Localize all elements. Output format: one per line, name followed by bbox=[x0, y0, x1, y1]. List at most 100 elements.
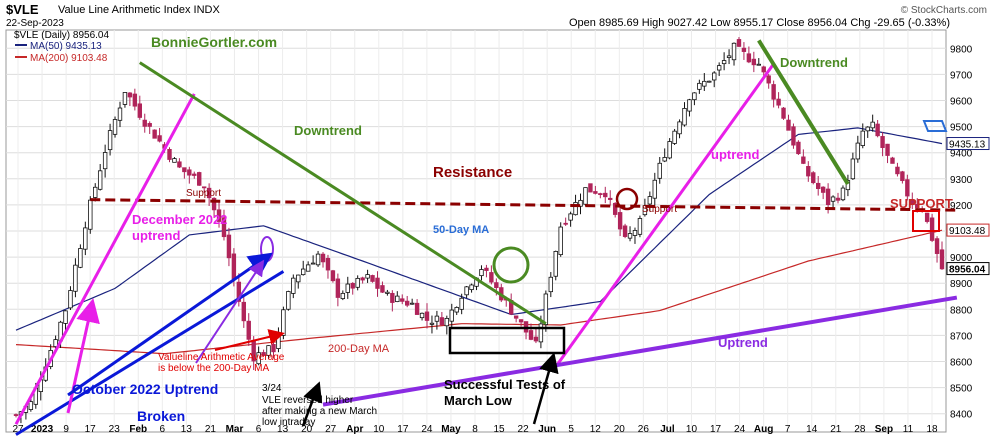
candle-body bbox=[197, 172, 202, 186]
downtrend-line bbox=[138, 61, 547, 325]
candle-body bbox=[677, 121, 682, 135]
dec-uptrend-label-2: uptrend bbox=[132, 228, 180, 243]
candle-body bbox=[751, 58, 757, 66]
candle-body bbox=[702, 80, 707, 87]
candle-body bbox=[647, 196, 653, 205]
legend-price: $VLE (Daily) 8956.04 bbox=[14, 30, 109, 41]
chart-date: 22-Sep-2023 bbox=[6, 18, 64, 29]
candle-body bbox=[578, 199, 583, 207]
candle-body bbox=[816, 182, 821, 190]
dec2022-uptrend-line bbox=[14, 93, 196, 425]
candle-body bbox=[434, 315, 440, 322]
candle-body bbox=[93, 186, 98, 198]
candle-body bbox=[409, 302, 415, 305]
candle-body bbox=[682, 108, 687, 126]
candle-body bbox=[756, 63, 761, 66]
candle-body bbox=[291, 277, 296, 294]
long-uptrend-line bbox=[322, 295, 958, 407]
candle-body bbox=[900, 171, 905, 182]
x-tick-label: 20 bbox=[614, 424, 626, 435]
y-tick-label: 9000 bbox=[950, 253, 973, 264]
candle-body bbox=[533, 336, 539, 342]
x-tick-label: Feb bbox=[129, 424, 147, 435]
successful-tests-label-2: March Low bbox=[444, 393, 513, 408]
y-tick-label: 8400 bbox=[950, 410, 973, 421]
legend-ma50: MA(50) 9435.13 bbox=[30, 41, 102, 52]
x-tick-label: 21 bbox=[205, 424, 217, 435]
candle-body bbox=[192, 173, 197, 176]
candle-body bbox=[662, 157, 667, 162]
x-tick-label: 13 bbox=[277, 424, 289, 435]
candle-body bbox=[201, 186, 207, 189]
candle-body bbox=[53, 339, 58, 348]
candle-body bbox=[603, 192, 608, 198]
candle-body bbox=[142, 119, 147, 127]
x-tick-label: 20 bbox=[301, 424, 313, 435]
candle-body bbox=[137, 103, 142, 118]
x-tick-label: 24 bbox=[421, 424, 433, 435]
candle-body bbox=[548, 276, 554, 293]
x-tick-label: 12 bbox=[590, 424, 602, 435]
y-tick-label: 8800 bbox=[950, 305, 973, 316]
candle-body bbox=[390, 292, 395, 303]
candle-body bbox=[444, 317, 450, 327]
legend-ma200: MA(200) 9103.48 bbox=[30, 53, 108, 64]
candle-body bbox=[870, 121, 875, 129]
candle-body bbox=[776, 98, 781, 106]
candle-body bbox=[642, 205, 648, 216]
candle-body bbox=[375, 277, 380, 289]
candle-body bbox=[766, 75, 771, 84]
x-tick-label: 10 bbox=[373, 424, 385, 435]
ma200-label: 200-Day MA bbox=[328, 343, 390, 355]
x-tick-label: 23 bbox=[109, 424, 121, 435]
ma50-tag-marker bbox=[922, 120, 948, 132]
x-tick-label: 28 bbox=[854, 424, 866, 435]
candle-body bbox=[608, 197, 613, 200]
candle-body bbox=[657, 162, 662, 179]
candle-body bbox=[667, 141, 672, 159]
candle-body bbox=[811, 172, 816, 184]
candle-body bbox=[469, 284, 474, 291]
candle-body bbox=[246, 320, 251, 340]
candle-body bbox=[915, 203, 920, 209]
candle-body bbox=[78, 248, 83, 268]
candle-body bbox=[801, 156, 806, 164]
candle-body bbox=[102, 152, 108, 170]
candle-body bbox=[365, 274, 370, 279]
candle-body bbox=[885, 143, 890, 156]
candle-body bbox=[692, 92, 697, 101]
candle-body bbox=[226, 234, 232, 259]
x-tick-label: 5 bbox=[568, 424, 574, 435]
index-name: Value Line Arithmetic Index INDX bbox=[58, 4, 220, 16]
candle-body bbox=[830, 196, 836, 202]
value-tag-label: 9435.13 bbox=[949, 140, 986, 151]
reversal-label-2: after making a new March bbox=[262, 406, 377, 417]
candle-body bbox=[414, 302, 420, 315]
candle-body bbox=[117, 107, 123, 121]
candle-body bbox=[761, 66, 766, 73]
candle-body bbox=[736, 39, 742, 47]
candle-body bbox=[459, 297, 464, 310]
candle-body bbox=[301, 268, 306, 276]
candle-body bbox=[721, 60, 727, 65]
candle-body bbox=[281, 309, 286, 336]
candle-body bbox=[781, 107, 786, 119]
candle-body bbox=[786, 119, 791, 131]
y-axis: 8400850086008700880089009000910092009300… bbox=[950, 44, 973, 420]
candle-body bbox=[464, 286, 469, 296]
y-tick-label: 9500 bbox=[950, 123, 973, 134]
august-downtrend-line bbox=[757, 39, 850, 186]
ma200-line bbox=[15, 229, 943, 355]
candle-body bbox=[296, 274, 301, 283]
downtrend-aug-label: Downtrend bbox=[780, 55, 848, 70]
candle-body bbox=[939, 249, 945, 270]
y-tick-label: 9300 bbox=[950, 175, 973, 186]
x-tick-label: 22 bbox=[518, 424, 530, 435]
june-support-circle bbox=[615, 187, 639, 211]
below-ma-label-2: is below the 200-Day MA bbox=[158, 363, 269, 374]
candle-body bbox=[924, 212, 930, 222]
candle-body bbox=[454, 307, 459, 313]
candle-body bbox=[860, 130, 865, 146]
candle-body bbox=[236, 281, 242, 302]
candle-body bbox=[88, 199, 93, 230]
